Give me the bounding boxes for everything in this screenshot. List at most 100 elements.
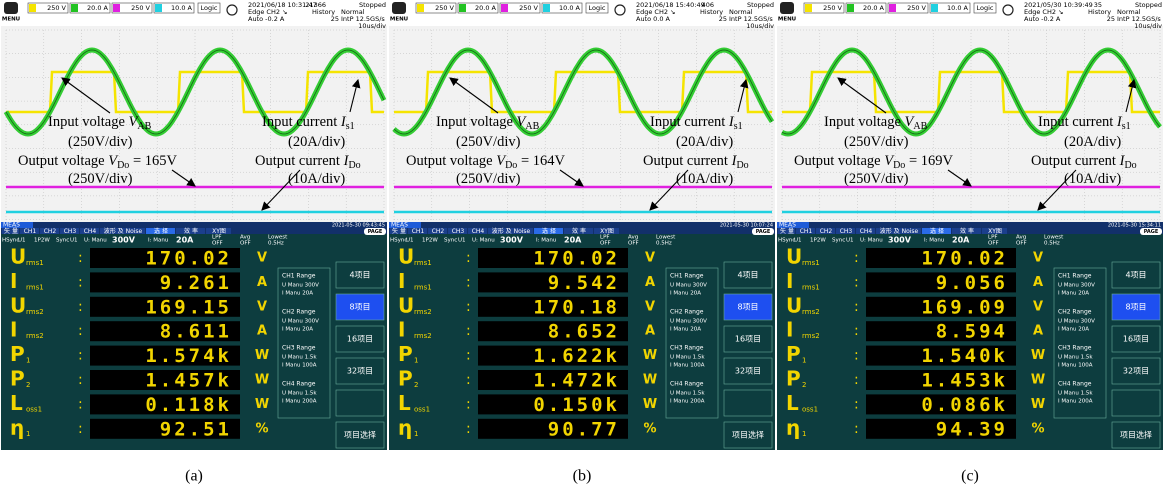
annotation-text: (250V/div)	[844, 171, 909, 187]
unit: V	[257, 251, 267, 266]
measured-value: 169.09	[921, 296, 1008, 318]
caption: (b)	[573, 468, 592, 485]
channel-color	[501, 4, 508, 12]
unit: W	[1031, 397, 1045, 412]
annotation-sub: Do	[348, 160, 360, 171]
quantity-sub: rms1	[26, 283, 44, 291]
range-i: I Manu 20A	[1058, 327, 1089, 333]
annotation: Input voltage VAB	[824, 114, 928, 132]
colon: :	[78, 299, 83, 315]
meter-time: 2021-05-30 09:43:45	[332, 223, 385, 229]
annotation-post: = 164V	[517, 153, 565, 169]
range-u: U Manu 300V	[670, 283, 707, 289]
annotation-sub: Do	[1124, 160, 1136, 171]
channel-scale: 250 V	[131, 4, 150, 12]
quantity-symbol: I	[786, 269, 793, 293]
quantity-sub: 2	[414, 381, 418, 389]
quantity-sub: rms2	[414, 308, 432, 316]
channel-scale: 10.0 A	[947, 4, 969, 12]
tab-label: 矢 量	[4, 227, 18, 235]
range-title: CH2 Range	[1058, 309, 1092, 316]
annotation-sub: s1	[1122, 121, 1131, 132]
power-meter: MEAS2021-05-30 15:34:11矢 量CH1CH2CH3CH4波形…	[777, 222, 1163, 451]
setting: I: Manu	[924, 238, 944, 244]
tab-label: 矢 量	[780, 227, 794, 235]
setting: OFF	[988, 241, 999, 247]
quantity-symbol: I	[786, 318, 793, 342]
channel-color	[29, 4, 36, 12]
measured-value: 8.652	[548, 321, 620, 343]
annotation: Input current Is1	[262, 114, 355, 132]
setting: U: Manu	[84, 238, 107, 244]
channel-color	[71, 4, 78, 12]
quantity-symbol: U	[398, 293, 414, 317]
quantity-sub: oss1	[414, 405, 430, 413]
setting: U1	[846, 238, 854, 244]
range-i: I Manu 100A	[1058, 363, 1093, 369]
unit: W	[255, 397, 269, 412]
annotation: Input voltage VAB	[436, 114, 540, 132]
setting: U1	[70, 238, 78, 244]
setting: 20A	[176, 236, 194, 245]
quantity-symbol: U	[398, 245, 414, 269]
tab-label: 效 率	[184, 227, 198, 235]
channel-color	[889, 4, 896, 12]
setting: OFF	[600, 241, 611, 247]
quantity-symbol: P	[10, 367, 25, 391]
unit: W	[1031, 348, 1045, 363]
range-i: I Manu 100A	[670, 363, 705, 369]
unit: A	[257, 275, 267, 290]
oscilloscope: MENU250 V20.0 A250 V10.0 ALogic2021/06/1…	[389, 0, 775, 222]
setting: U: Manu	[860, 238, 883, 244]
quantity-symbol: P	[398, 342, 413, 366]
quantity-sub: 1	[802, 357, 806, 365]
range-title: CH1 Range	[1058, 273, 1092, 280]
annotation: Output voltage VDo = 165V	[18, 153, 177, 171]
setting: U1	[458, 238, 466, 244]
tab-label: CH1	[412, 228, 425, 235]
tab-label: CH3	[840, 228, 853, 235]
annotation-sub: Do	[117, 160, 129, 171]
annotation-text: (250V/div)	[68, 134, 133, 150]
colon: :	[78, 250, 83, 266]
scope-bg	[389, 0, 775, 222]
logic-label: Logic	[977, 4, 994, 12]
quantity-symbol: P	[10, 342, 25, 366]
measured-value: 1.457k	[145, 370, 232, 392]
button-label: 32项目	[735, 367, 761, 376]
quantity-symbol: L	[10, 391, 23, 415]
range-u: U Manu 1.5k	[282, 391, 317, 397]
history-count: 25	[719, 15, 727, 23]
annotation-text: Input voltage	[436, 114, 517, 130]
menu-label: MENU	[778, 17, 796, 23]
unit: A	[645, 275, 655, 290]
tab-label: 效 率	[572, 227, 586, 235]
unit: V	[645, 299, 655, 314]
tab-label: CH4	[84, 228, 97, 235]
channel-scale: 10.0 A	[171, 4, 193, 12]
channel-scale: 10.0 A	[559, 4, 581, 12]
colon: :	[466, 421, 471, 437]
annotation-text: (20A/div)	[1064, 134, 1121, 150]
quantity-sub: oss1	[26, 405, 42, 413]
setting: I: Manu	[148, 238, 168, 244]
quantity-symbol: U	[10, 245, 26, 269]
annotation-text: (10A/div)	[288, 171, 345, 187]
setting: OFF	[1016, 241, 1027, 247]
unit: W	[643, 348, 657, 363]
channel-color	[847, 4, 854, 12]
button-label: 32项目	[347, 367, 373, 376]
unit: %	[255, 421, 268, 436]
annotation-sub: AB	[913, 121, 927, 132]
range-u: U Manu 1.5k	[1058, 355, 1093, 361]
quantity-symbol: η	[398, 415, 412, 439]
channel-scale: 250 V	[823, 4, 842, 12]
trigger-level: Auto -0.2 A	[248, 15, 285, 23]
tab-label: 选 择	[542, 227, 556, 235]
oscilloscope: MENU250 V20.0 A250 V10.0 ALogic2021/05/3…	[777, 0, 1163, 222]
quantity-symbol: P	[786, 367, 801, 391]
quantity-sub: rms1	[26, 259, 44, 267]
range-u: U Manu 300V	[1058, 319, 1095, 325]
measured-value: 0.150k	[533, 394, 620, 416]
